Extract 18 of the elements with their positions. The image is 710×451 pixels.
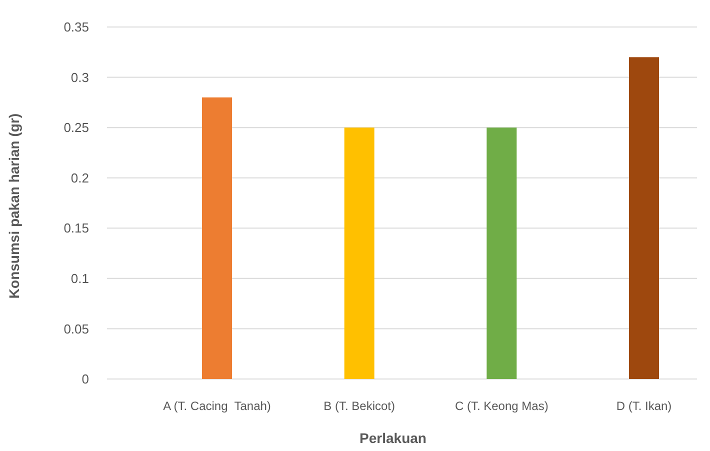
y-tick-label: 0.25 [64, 120, 89, 136]
bar [629, 57, 659, 379]
y-tick-label: 0.1 [70, 270, 89, 286]
y-tick-label: 0 [82, 372, 89, 387]
y-tick-label: 0.35 [64, 20, 89, 35]
y-axis-title: Konsumsi pakan harian (gr) [6, 113, 22, 299]
x-tick-label: A (T. Cacing Tanah) [163, 399, 271, 413]
y-tick-label: 0.15 [64, 220, 89, 236]
y-tick-label: 0.3 [70, 70, 89, 85]
bar [344, 128, 374, 379]
bar [486, 128, 517, 379]
x-tick-label: B (T. Bekicot) [324, 399, 396, 413]
x-tick-label: D (T. Ikan) [616, 399, 672, 413]
x-axis-title: Perlakuan [360, 430, 426, 446]
y-tick-label: 0.2 [70, 170, 89, 186]
bar [202, 97, 232, 379]
y-tick-label: 0.05 [64, 321, 89, 336]
x-tick-label: C (T. Keong Mas) [454, 399, 548, 413]
